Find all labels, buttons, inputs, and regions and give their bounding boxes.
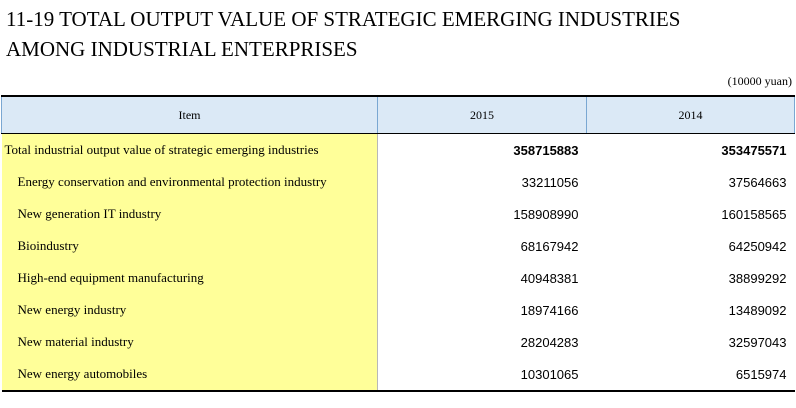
page-title: 11-19 TOTAL OUTPUT VALUE OF STRATEGIC EM… — [6, 4, 680, 64]
row-item-label: New energy automobiles — [1, 358, 378, 392]
row-item-label: Bioindustry — [1, 230, 378, 262]
row-item-label: Energy conservation and environmental pr… — [1, 166, 378, 198]
title-line-1: 11-19 TOTAL OUTPUT VALUE OF STRATEGIC EM… — [6, 7, 681, 31]
row-value-2014: 38899292 — [728, 270, 787, 286]
table-row: New generation IT industry 158908990 160… — [1, 198, 795, 230]
table-row: New material industry 28204283 32597043 — [1, 326, 795, 358]
unit-label: (10000 yuan) — [727, 74, 792, 88]
table-row: Energy conservation and environmental pr… — [1, 166, 795, 198]
row-item-label: High-end equipment manufacturing — [1, 262, 378, 294]
row-item-label: Total industrial output value of strateg… — [1, 133, 378, 166]
title-line-2: AMONG INDUSTRIAL ENTERPRISES — [6, 37, 358, 61]
row-value-2015: 68167942 — [520, 238, 579, 254]
table-row: New energy industry 18974166 13489092 — [1, 294, 795, 326]
header-2015: 2015 — [377, 95, 587, 134]
row-value-2014: 6515974 — [586, 358, 795, 392]
row-value-2015: 158908990 — [513, 206, 579, 222]
row-item-label: New generation IT industry — [1, 198, 378, 230]
row-value-2015: 10301065 — [377, 358, 587, 392]
row-value-2014: 353475571 — [721, 142, 787, 158]
header-item: Item — [1, 95, 378, 134]
header-2014: 2014 — [586, 95, 795, 134]
table-row: Bioindustry 68167942 64250942 — [1, 230, 795, 262]
row-value-2014: 160158565 — [721, 206, 787, 222]
row-value-2015: 33211056 — [521, 174, 579, 190]
row-value-2014: 64250942 — [728, 238, 787, 254]
data-table: Item 2015 2014 Total industrial output v… — [1, 95, 795, 392]
row-value-2014: 32597043 — [728, 334, 787, 350]
row-value-2015: 358715883 — [513, 142, 579, 158]
row-value-2014: 13489092 — [728, 302, 787, 318]
row-item-label: New energy industry — [1, 294, 378, 326]
row-value-2014: 37564663 — [728, 174, 787, 190]
header-row: Item 2015 2014 — [1, 95, 795, 134]
row-value-2015: 28204283 — [520, 334, 579, 350]
row-value-2015: 40948381 — [520, 270, 579, 286]
table-row: High-end equipment manufacturing 4094838… — [1, 262, 795, 294]
table-row: New energy automobiles 10301065 6515974 — [1, 358, 795, 392]
row-item-label: New material industry — [1, 326, 378, 358]
table-row: Total industrial output value of strateg… — [1, 133, 795, 166]
row-value-2015: 18974166 — [520, 302, 579, 318]
